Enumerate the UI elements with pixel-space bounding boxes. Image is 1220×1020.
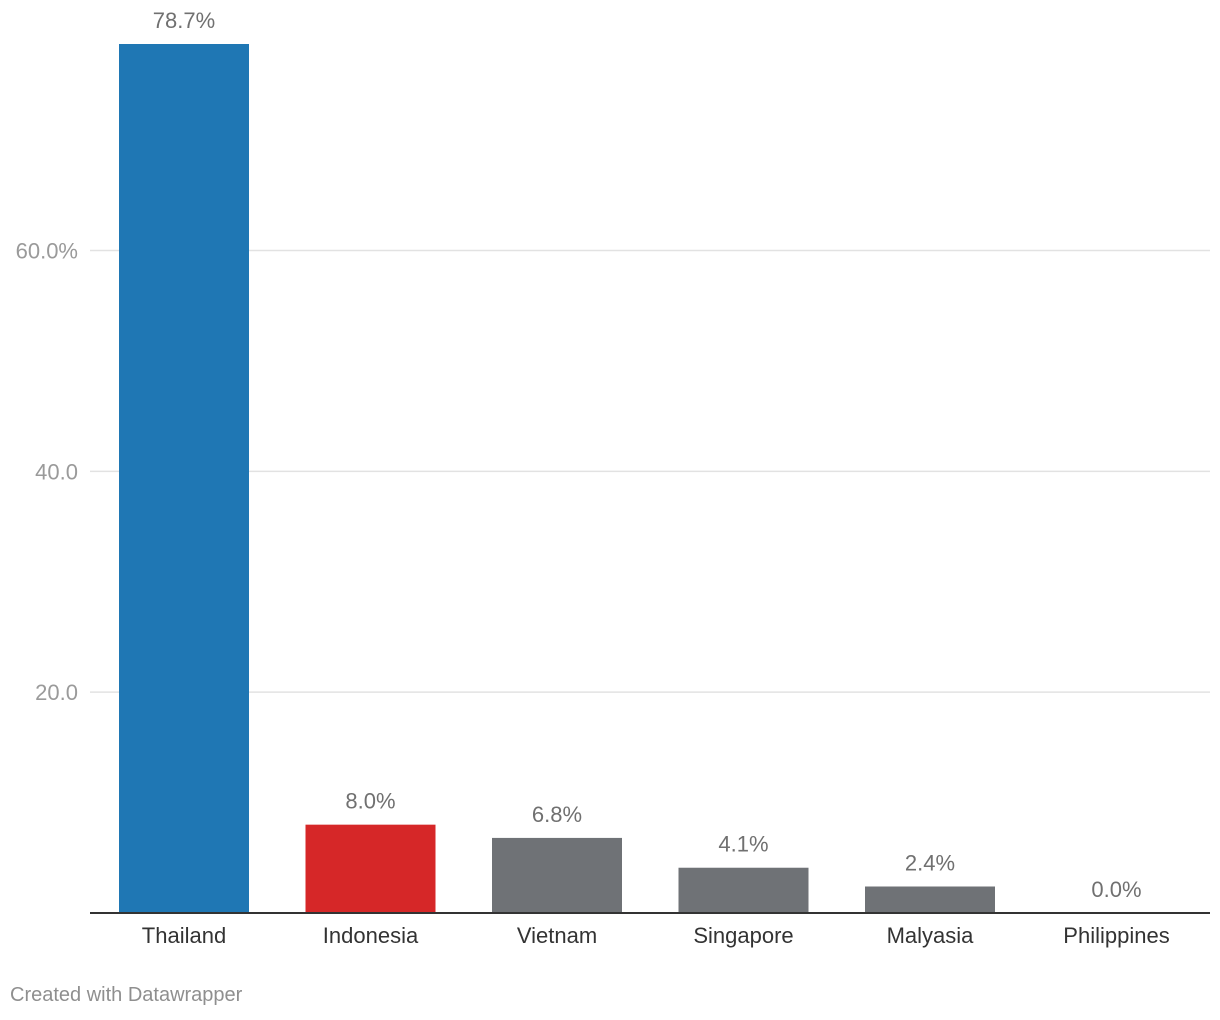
bars bbox=[119, 44, 995, 913]
y-tick-label: 20.0 bbox=[35, 680, 78, 705]
bar-indonesia bbox=[305, 824, 436, 913]
value-label: 0.0% bbox=[1091, 877, 1141, 902]
bar-singapore bbox=[678, 867, 809, 913]
category-label: Vietnam bbox=[517, 923, 597, 948]
bar-vietnam bbox=[492, 837, 622, 913]
credit-text: Created with Datawrapper bbox=[10, 984, 243, 1006]
value-label: 6.8% bbox=[532, 802, 582, 827]
bar-chart: 20.040.060.0% 78.7%8.0%6.8%4.1%2.4%0.0% … bbox=[16, 8, 1210, 948]
category-label: Thailand bbox=[142, 923, 226, 948]
category-label: Philippines bbox=[1063, 923, 1169, 948]
y-tick-label: 60.0% bbox=[16, 238, 78, 263]
value-label: 78.7% bbox=[153, 8, 215, 33]
category-label: Indonesia bbox=[323, 923, 419, 948]
category-label: Malyasia bbox=[887, 923, 975, 948]
value-labels: 78.7% 8.0% 6.8% 4.1% 2.4% 0.0% bbox=[153, 8, 1142, 902]
gridlines bbox=[90, 249, 1210, 693]
value-label: 8.0% bbox=[345, 789, 395, 814]
bar-thailand bbox=[119, 44, 249, 913]
category-label: Singapore bbox=[693, 923, 793, 948]
y-axis-ticks: 20.0 40.0 60.0% bbox=[16, 238, 78, 705]
y-tick-label: 40.0 bbox=[35, 459, 78, 484]
value-label: 2.4% bbox=[905, 850, 955, 875]
bar-malyasia bbox=[865, 886, 995, 913]
category-labels: Thailand Indonesia Vietnam Singapore Malyasi… bbox=[142, 923, 1170, 948]
value-label: 4.1% bbox=[718, 832, 768, 857]
